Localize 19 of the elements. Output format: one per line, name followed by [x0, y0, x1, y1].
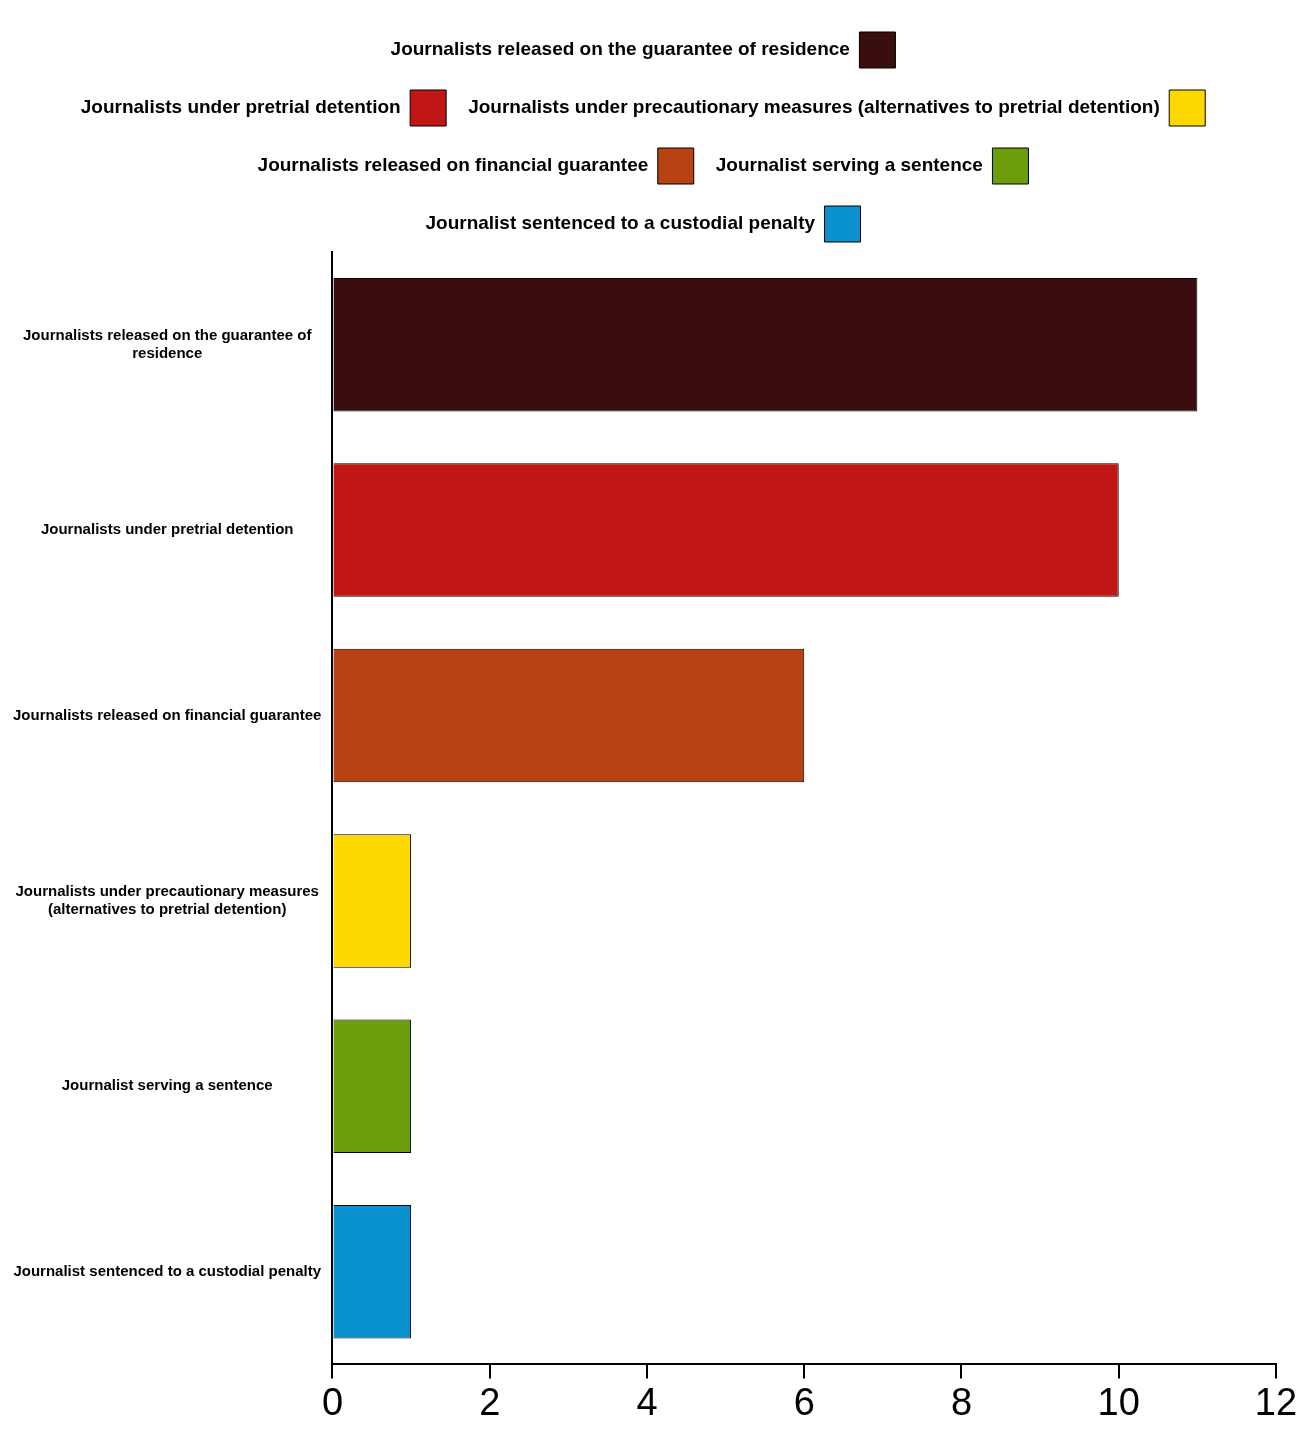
x-tick-label: 2	[479, 1380, 501, 1423]
x-tick-label: 4	[636, 1380, 658, 1423]
y-tick-label: Journalist sentenced to a custodial penalty	[13, 1261, 322, 1279]
x-tick-label: 12	[1254, 1380, 1298, 1423]
x-tick-label: 0	[321, 1380, 344, 1423]
y-tick-label: Journalists under precautionary measures (alternatives to pretrial detention)	[15, 882, 319, 918]
y-tick-label: Journalists released on financial guarantee	[13, 705, 322, 723]
x-tick-label: 10	[1097, 1380, 1140, 1423]
legend-label: Journalist sentenced to a custodial penalty	[425, 212, 816, 234]
legend-label: Journalists under pretrial detention	[80, 96, 401, 118]
x-tick-label: 6	[793, 1380, 815, 1423]
legend-label: Journalists under precautionary measures (alternatives to pretrial detention)	[468, 96, 1160, 118]
y-tick-label: Journalists under pretrial detention	[40, 520, 294, 538]
x-tick-label: 8	[950, 1380, 973, 1423]
legend-label: Journalists released on the guarantee of residence	[390, 38, 850, 60]
legend-label: Journalist serving a sentence	[715, 154, 983, 176]
legend-label: Journalists released on financial guarantee	[257, 154, 649, 176]
y-tick-label: Journalists released on the guarantee of residence	[23, 325, 313, 361]
y-tick-label: Journalist serving a sentence	[61, 1076, 273, 1094]
